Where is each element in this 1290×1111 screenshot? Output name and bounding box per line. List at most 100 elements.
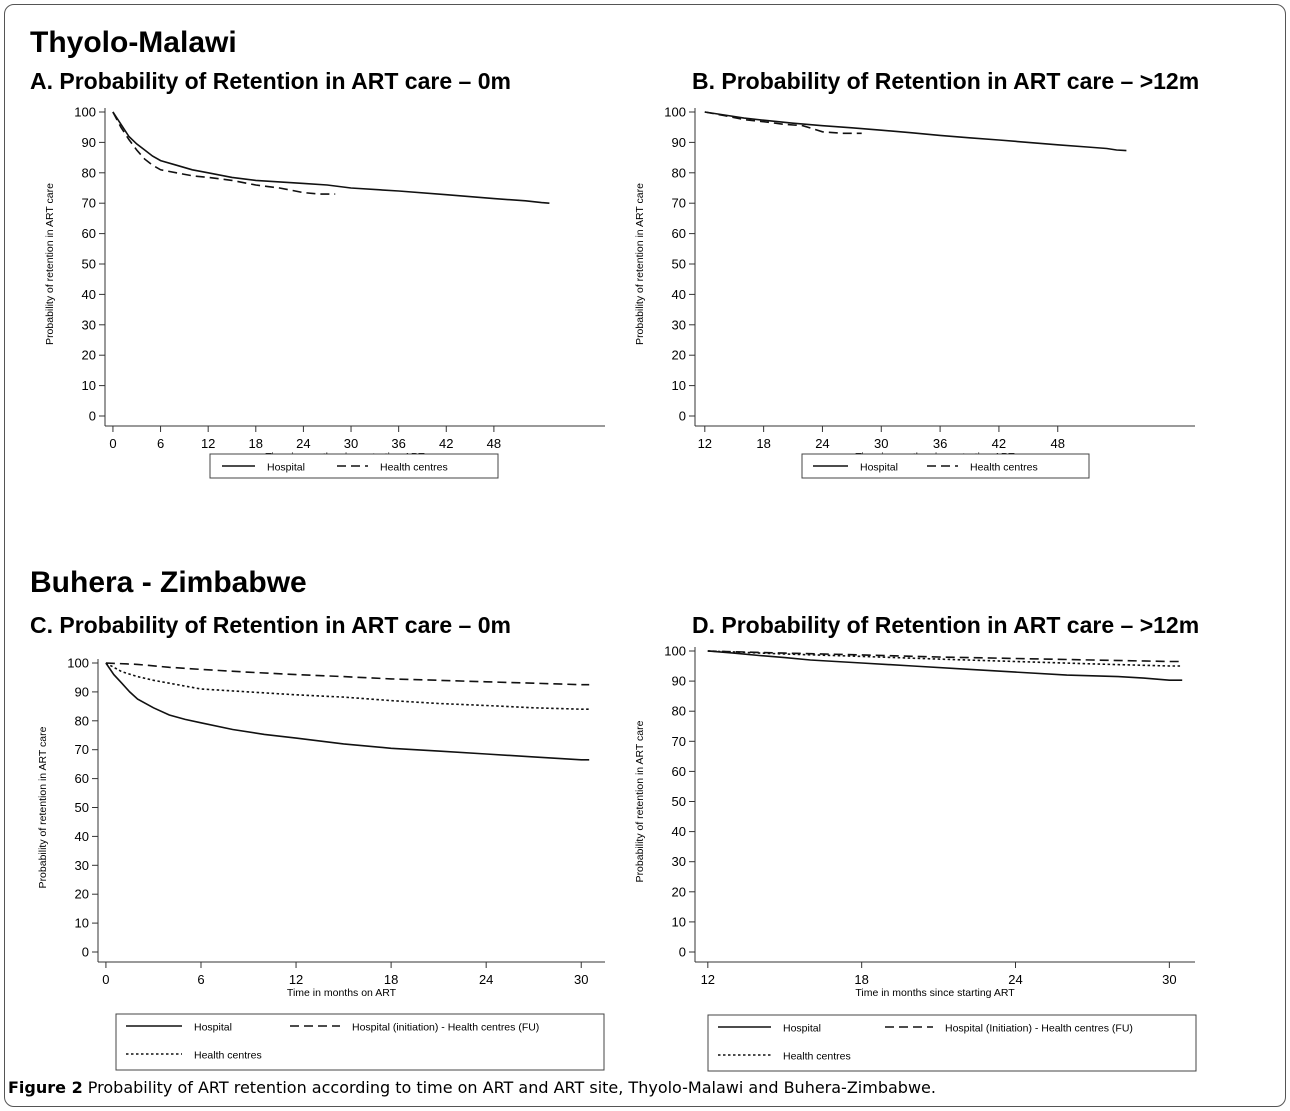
panel-d-ytick-label: 100: [664, 644, 686, 659]
panel-d-ytick-label: 50: [672, 794, 686, 809]
panel-a-ytick-label: 70: [82, 196, 96, 211]
panel-b-ytick-label: 10: [672, 378, 686, 393]
panel-c-series-3-line: [105, 662, 590, 711]
panel-a-ytick-label: 80: [82, 165, 96, 180]
panel-d-series-1-line: [707, 650, 1183, 682]
panel-a-xtick-label: 36: [391, 436, 405, 451]
panel-a-xtick-label: 24: [296, 436, 310, 451]
panel-c-ytick-label: 60: [75, 771, 89, 786]
panel-c-series-2-line: [105, 662, 590, 686]
panel-c-legend-label: Hospital (initiation) - Health centres (…: [352, 1022, 539, 1034]
panel-c-xtick-label: 18: [384, 972, 398, 987]
panel-c-x-axis-label: Time in months on ART: [287, 987, 397, 999]
panel-d-ytick-label: 70: [672, 734, 686, 749]
caption-text: Probability of ART retention according t…: [87, 1078, 936, 1097]
panel-d-x-axis-label: Time in months since starting ART: [855, 987, 1015, 999]
panel-c-xtick-label: 24: [479, 972, 493, 987]
panel-b-xtick-label: 36: [933, 436, 947, 451]
panel-b-series-2-line: [704, 111, 862, 135]
panel-c-xtick-label: 30: [574, 972, 588, 987]
panel-c-legend-label: Hospital: [194, 1022, 232, 1034]
panel-a-ytick-label: 0: [89, 409, 96, 424]
panel-c-legend-label: Health centres: [194, 1050, 262, 1062]
panel-c-ytick-label: 20: [75, 887, 89, 902]
region-title-bottom: Buhera - Zimbabwe: [30, 566, 307, 599]
panel-b-ytick-label: 30: [672, 317, 686, 332]
panel-b-ytick-label: 80: [672, 165, 686, 180]
panel-b-xtick-label: 12: [698, 436, 712, 451]
panel-a-ytick-label: 20: [82, 348, 96, 363]
panel-c-legend-box: [115, 1013, 605, 1071]
panel-c-xtick-label: 0: [102, 972, 109, 987]
panel-d-ytick-label: 80: [672, 704, 686, 719]
panel-d-xtick-label: 24: [1008, 972, 1022, 987]
panel-a-xtick-label: 18: [249, 436, 263, 451]
panel-a-ytick-label: 30: [82, 317, 96, 332]
figure-frame: [4, 4, 1286, 1107]
panel-b-xtick-label: 24: [815, 436, 829, 451]
panel-d-series-3-line: [707, 650, 1183, 667]
panel-d-xtick-label: 12: [701, 972, 715, 987]
panel-b-ytick-label: 0: [679, 409, 686, 424]
panel-a-ytick-label: 10: [82, 378, 96, 393]
panel-a-xtick-label: 42: [439, 436, 453, 451]
panel-a-ytick-label: 50: [82, 257, 96, 272]
panel-d-legend-label: Hospital: [783, 1023, 821, 1035]
panel-c-ytick-label: 30: [75, 858, 89, 873]
panel-b-y-axis-label: Probability of retention in ART care: [634, 183, 646, 345]
panel-c-ytick-label: 100: [67, 656, 89, 671]
region-title-top: Thyolo-Malawi: [30, 26, 237, 59]
panel-d-ytick-label: 40: [672, 824, 686, 839]
panel-c-ytick-label: 80: [75, 713, 89, 728]
panel-a-xtick-label: 48: [487, 436, 501, 451]
panel-c-ytick-label: 50: [75, 800, 89, 815]
panel-b-series-1-line: [704, 111, 1127, 152]
panel-d-series-2-line: [707, 650, 1183, 663]
panel-a-ytick-label: 40: [82, 287, 96, 302]
panel-b-ytick-label: 40: [672, 287, 686, 302]
panel-b-ytick-label: 20: [672, 348, 686, 363]
panel-a-ytick-label: 90: [82, 135, 96, 150]
panel-c-y-axis-label: Probability of retention in ART care: [37, 726, 49, 888]
panel-d-ytick-label: 0: [679, 945, 686, 960]
panel-a-legend-label: Health centres: [380, 462, 448, 474]
panel-d-ytick-label: 30: [672, 854, 686, 869]
panel-a-series-1-line: [112, 111, 550, 204]
panel-c-ytick-label: 70: [75, 742, 89, 757]
panel-b-legend-label: Health centres: [970, 462, 1038, 474]
panel-b-xtick-label: 42: [992, 436, 1006, 451]
panel-a-ytick-label: 60: [82, 226, 96, 241]
panel-a-xtick-label: 12: [201, 436, 215, 451]
panel-c-ytick-label: 0: [82, 945, 89, 960]
panel-c-xtick-label: 6: [197, 972, 204, 987]
panel-d-legend-label: Hospital (Initiation) - Health centres (…: [945, 1023, 1133, 1035]
panel-b-xtick-label: 30: [874, 436, 888, 451]
panel-b-ytick-label: 60: [672, 226, 686, 241]
caption-label: Figure 2: [8, 1078, 83, 1097]
panel-c-xtick-label: 12: [289, 972, 303, 987]
panel-c-ytick-label: 10: [75, 916, 89, 931]
panel-a-series-2-line: [112, 111, 336, 195]
panel-a-legend-label: Hospital: [267, 462, 305, 474]
panel-d-xtick-label: 18: [854, 972, 868, 987]
panel-a-y-axis-label: Probability of retention in ART care: [44, 183, 56, 345]
panel-d-ytick-label: 60: [672, 764, 686, 779]
panel-d-ytick-label: 20: [672, 884, 686, 899]
panel-b-ytick-label: 50: [672, 257, 686, 272]
panel-d-title: D. Probability of Retention in ART care …: [692, 612, 1200, 638]
panel-c-ytick-label: 90: [75, 684, 89, 699]
panel-d-xtick-label: 30: [1162, 972, 1176, 987]
panel-b-ytick-label: 70: [672, 196, 686, 211]
panel-c-ytick-label: 40: [75, 829, 89, 844]
panel-a-xtick-label: 6: [157, 436, 164, 451]
panel-a-ytick-label: 100: [74, 105, 96, 120]
panel-c-title: C. Probability of Retention in ART care …: [30, 612, 511, 638]
panel-c-series-1-line: [105, 662, 590, 761]
panel-d-ytick-label: 90: [672, 674, 686, 689]
panel-a-xtick-label: 30: [344, 436, 358, 451]
figure-caption: Figure 2 Probability of ART retention ac…: [8, 1078, 936, 1097]
panel-d-y-axis-label: Probability of retention in ART care: [634, 720, 646, 882]
panel-a-title: A. Probability of Retention in ART care …: [30, 68, 511, 94]
panel-b-legend-label: Hospital: [860, 462, 898, 474]
